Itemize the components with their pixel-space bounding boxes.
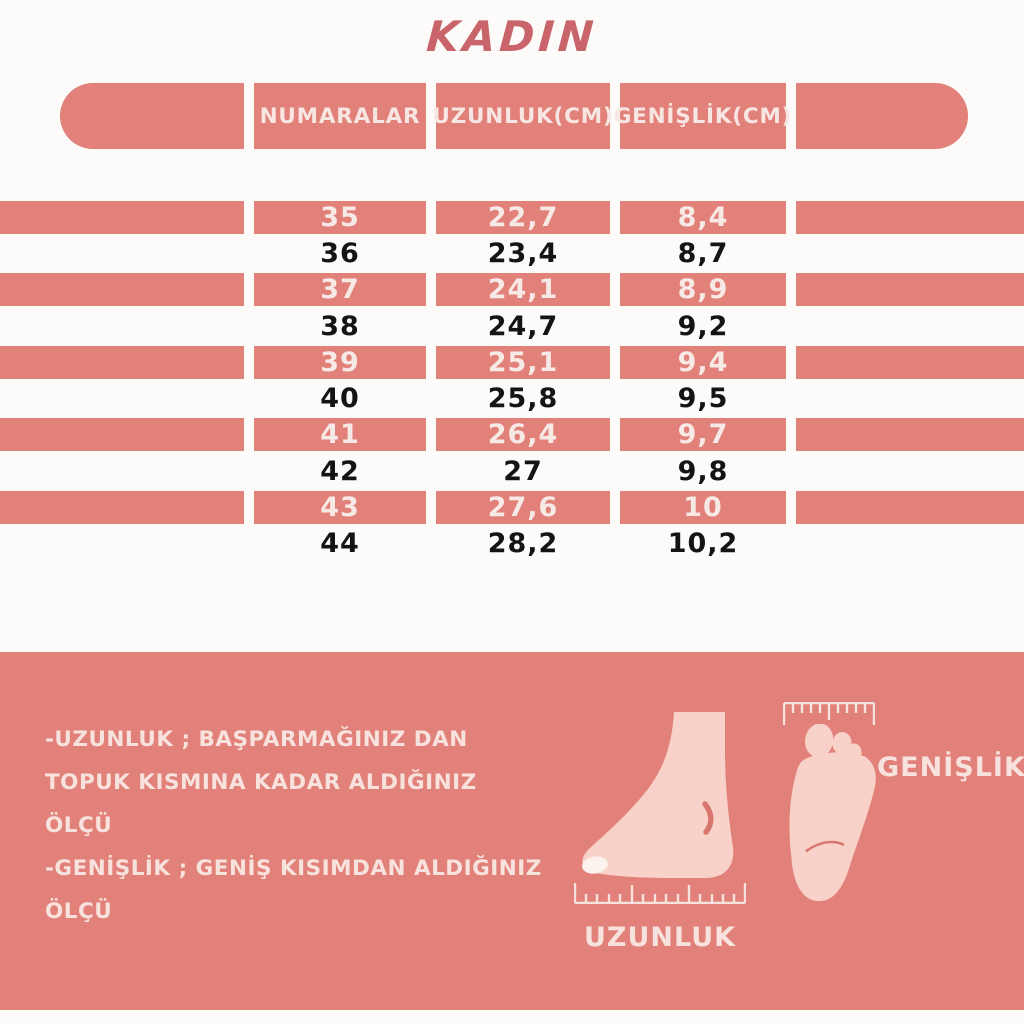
width-label: GENİŞLİK xyxy=(877,752,1024,783)
table-row: 37 24,1 8,9 xyxy=(0,272,1024,308)
size-cell: 42 xyxy=(320,455,360,487)
length-cell: 25,8 xyxy=(487,383,559,415)
length-cell: 24,1 xyxy=(436,273,610,307)
legend-line: -GENİŞLİK ; GENİŞ KISIMDAN ALDIĞINIZ xyxy=(45,856,542,881)
info-panel: -UZUNLUK ; BAŞPARMAĞINIZ DAN TOPUK KISMI… xyxy=(0,652,1024,1010)
row-right-filler xyxy=(796,308,1024,344)
row-left-filler xyxy=(0,273,244,307)
row-left-filler xyxy=(0,345,244,379)
size-cell: 44 xyxy=(320,528,360,560)
legend-line: TOPUK KISMINA KADAR ALDIĞINIZ xyxy=(45,770,477,795)
row-left-filler xyxy=(0,235,244,271)
length-cell: 23,4 xyxy=(487,237,559,269)
legend-line: ÖLÇÜ xyxy=(45,813,113,838)
table-row: 42 27 9,8 xyxy=(0,453,1024,489)
row-left-filler xyxy=(0,308,244,344)
row-left-filler xyxy=(0,453,244,489)
length-cell: 28,2 xyxy=(487,528,559,560)
length-cell: 22,7 xyxy=(436,200,610,234)
table-row: 36 23,4 8,7 xyxy=(0,235,1024,271)
size-cell: 37 xyxy=(254,273,426,307)
length-cell: 25,1 xyxy=(436,345,610,379)
measurement-explanation: -UZUNLUK ; BAŞPARMAĞINIZ DAN TOPUK KISMI… xyxy=(45,718,542,933)
width-cell: 8,4 xyxy=(620,200,786,234)
width-cell: 10 xyxy=(620,491,786,525)
row-right-filler xyxy=(796,235,1024,271)
row-left-filler xyxy=(0,526,244,562)
legend-line: ÖLÇÜ xyxy=(45,899,113,924)
table-header: NUMARALAR UZUNLUK(CM) GENİŞLİK(CM) xyxy=(60,83,968,149)
length-cell: 27,6 xyxy=(436,491,610,525)
row-left-filler xyxy=(0,491,244,525)
header-right-filler xyxy=(796,83,968,149)
size-cell: 40 xyxy=(320,383,360,415)
header-left-filler xyxy=(60,83,244,149)
ankle-line xyxy=(702,801,714,835)
arch-line xyxy=(805,840,845,853)
width-cell: 9,8 xyxy=(677,455,729,487)
width-cell: 9,7 xyxy=(620,418,786,452)
size-cell: 43 xyxy=(254,491,426,525)
row-right-filler xyxy=(796,453,1024,489)
table-row: 43 27,6 10 xyxy=(0,489,1024,525)
size-cell: 41 xyxy=(254,418,426,452)
row-right-filler xyxy=(796,418,1024,452)
width-cell: 9,2 xyxy=(677,310,729,342)
row-left-filler xyxy=(0,200,244,234)
size-cell: 38 xyxy=(320,310,360,342)
page-title: KADIN xyxy=(424,12,600,61)
foot-side-view-icon xyxy=(582,712,734,878)
row-right-filler xyxy=(796,345,1024,379)
width-cell: 8,9 xyxy=(620,273,786,307)
length-label: UZUNLUK xyxy=(583,922,737,953)
table-row: 35 22,7 8,4 xyxy=(0,199,1024,235)
header-cell-sizes: NUMARALAR xyxy=(254,83,426,149)
size-table-body: 35 22,7 8,4 36 23,4 8,7 37 24,1 8,9 38 2… xyxy=(0,199,1024,562)
length-ruler-icon xyxy=(574,883,746,904)
legend-line: -UZUNLUK ; BAŞPARMAĞINIZ DAN xyxy=(45,727,468,752)
width-cell: 8,7 xyxy=(677,237,729,269)
row-right-filler xyxy=(796,491,1024,525)
width-cell: 9,5 xyxy=(677,383,729,415)
size-cell: 39 xyxy=(254,345,426,379)
row-right-filler xyxy=(796,380,1024,416)
width-cell: 10,2 xyxy=(667,528,739,560)
width-cell: 9,4 xyxy=(620,345,786,379)
length-cell: 27 xyxy=(503,455,543,487)
row-left-filler xyxy=(0,418,244,452)
table-row: 38 24,7 9,2 xyxy=(0,308,1024,344)
table-row: 39 25,1 9,4 xyxy=(0,344,1024,380)
table-row: 41 26,4 9,7 xyxy=(0,417,1024,453)
table-row: 40 25,8 9,5 xyxy=(0,380,1024,416)
length-cell: 26,4 xyxy=(436,418,610,452)
toenail-shape xyxy=(582,856,608,874)
width-ruler-icon xyxy=(783,702,875,725)
row-right-filler xyxy=(796,273,1024,307)
foot-sole-view-icon xyxy=(789,724,876,902)
header-cell-width: GENİŞLİK(CM) xyxy=(614,83,792,149)
table-row: 44 28,2 10,2 xyxy=(0,526,1024,562)
size-cell: 36 xyxy=(320,237,360,269)
row-left-filler xyxy=(0,380,244,416)
row-right-filler xyxy=(796,526,1024,562)
length-cell: 24,7 xyxy=(487,310,559,342)
header-cell-length: UZUNLUK(CM) xyxy=(432,83,613,149)
row-right-filler xyxy=(796,200,1024,234)
size-cell: 35 xyxy=(254,200,426,234)
